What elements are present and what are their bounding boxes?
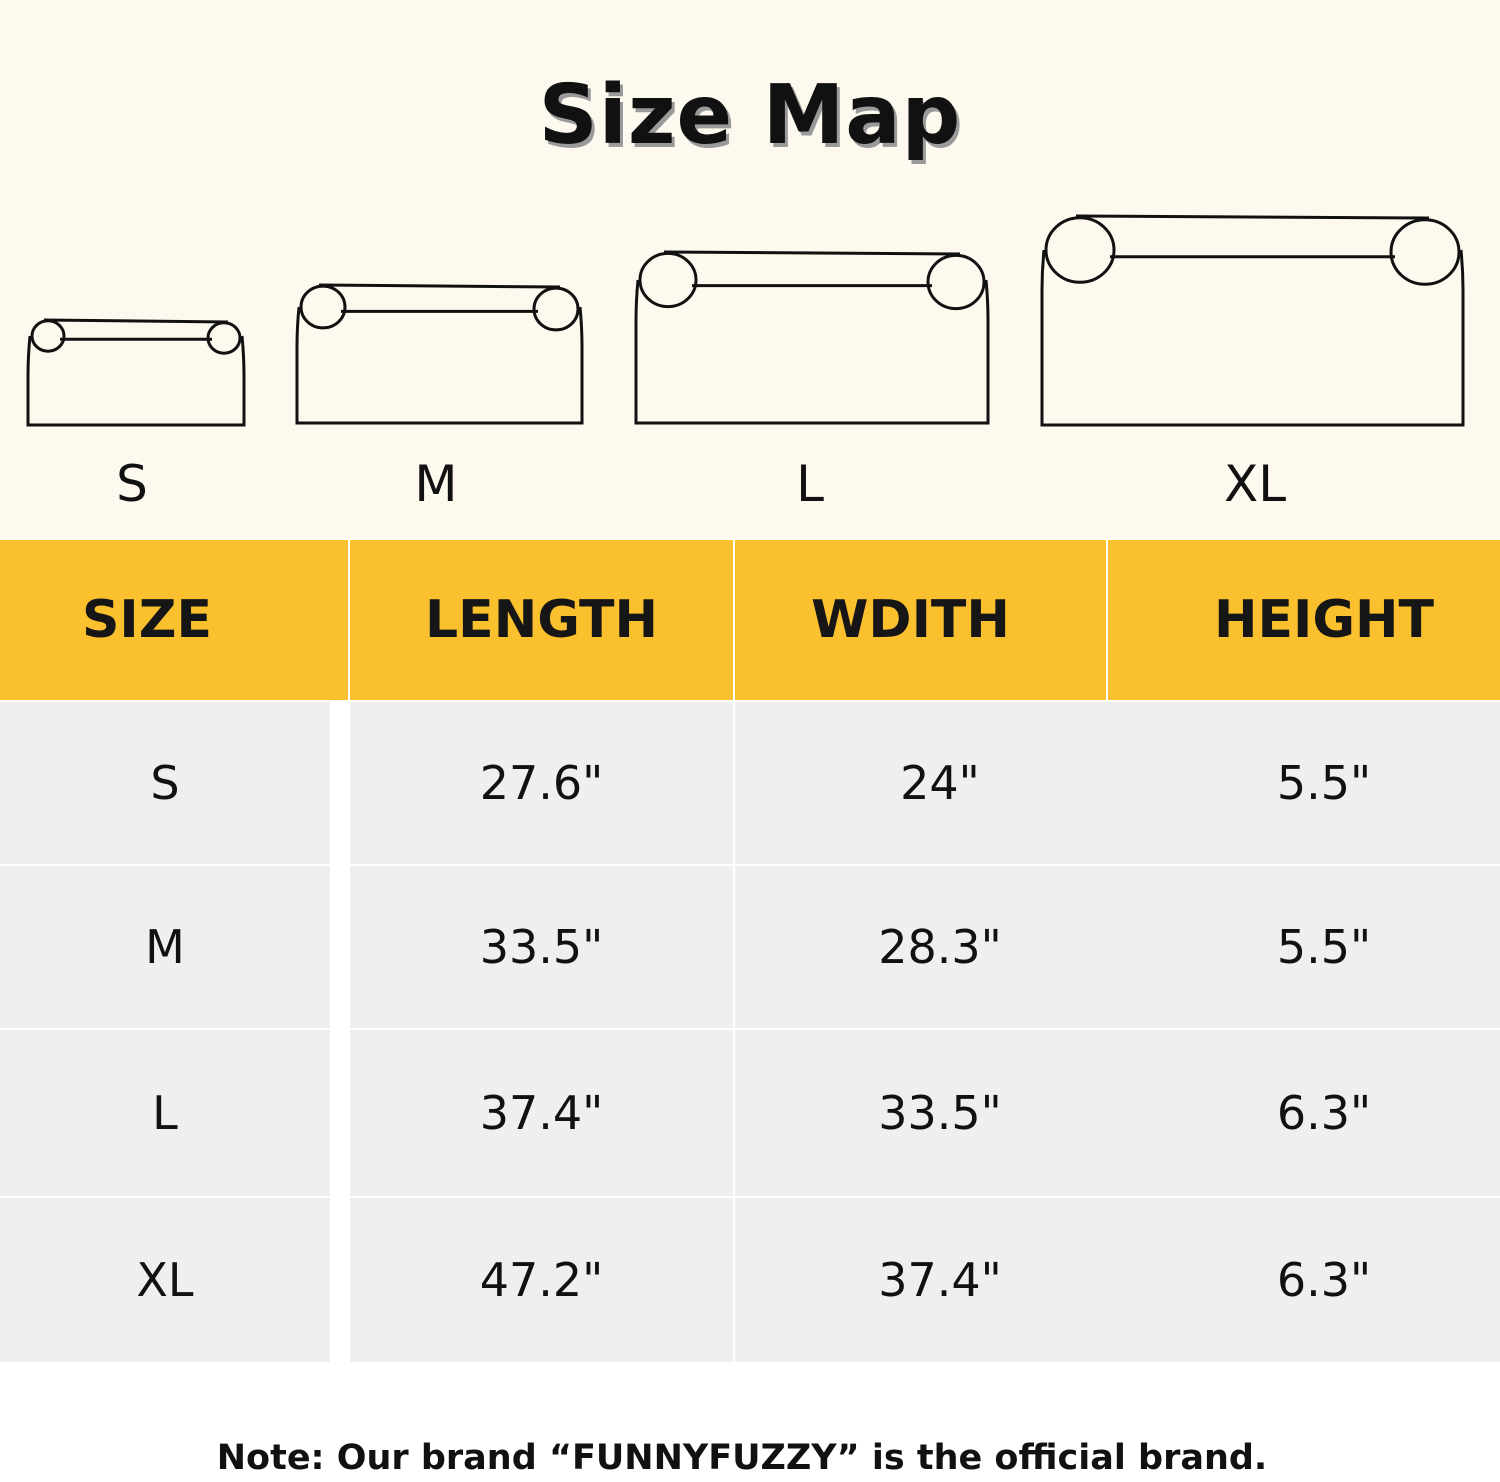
bed-0-body — [26, 335, 246, 427]
bed-2-right-bolster — [926, 253, 986, 311]
header-length: LENGTH — [350, 540, 733, 700]
table-row: S 27.6" 24" 5.5" — [0, 702, 1500, 864]
cell-size: S — [0, 702, 330, 864]
bed-1-rail — [318, 283, 561, 313]
bed-label-s: S — [116, 455, 148, 513]
bed-3-left-bolster — [1044, 216, 1116, 284]
size-map-panel — [0, 0, 1500, 538]
cell-height: 6.3" — [1108, 1198, 1500, 1362]
bed-2-body — [634, 279, 990, 425]
cell-size: M — [0, 866, 330, 1028]
cell-size: L — [0, 1030, 330, 1196]
bed-label-m: M — [414, 455, 458, 513]
header-size: SIZE — [0, 540, 348, 700]
cell-height: 5.5" — [1108, 866, 1500, 1028]
table-row: M 33.5" 28.3" 5.5" — [0, 866, 1500, 1028]
bed-illustrations — [26, 214, 1465, 427]
cell-length: 47.2" — [350, 1198, 733, 1362]
bed-1-body — [295, 306, 584, 425]
cell-size: XL — [0, 1198, 330, 1362]
brand-note: Note: Our brand “FUNNYFUZZY” is the offi… — [216, 1438, 1268, 1478]
header-height: HEIGHT — [1108, 540, 1500, 700]
cell-width: 33.5" — [735, 1030, 1125, 1196]
cell-width: 24" — [735, 702, 1125, 864]
cell-height: 5.5" — [1108, 702, 1500, 864]
cell-length: 33.5" — [350, 866, 733, 1028]
bed-0-rail — [43, 318, 229, 341]
table-row: XL 47.2" 37.4" 6.3" — [0, 1198, 1500, 1362]
bed-3-rail — [1075, 214, 1430, 259]
cell-height: 6.3" — [1108, 1030, 1500, 1196]
bed-2-left-bolster — [638, 251, 698, 309]
bed-0-left-bolster — [30, 319, 66, 353]
bed-label-l: L — [796, 455, 824, 513]
cell-width: 37.4" — [735, 1198, 1125, 1362]
page-title: Size Map — [538, 68, 962, 163]
cell-length: 27.6" — [350, 702, 733, 864]
table-header: SIZE LENGTH WDITH HEIGHT — [0, 540, 1500, 700]
table-row: L 37.4" 33.5" 6.3" — [0, 1030, 1500, 1196]
cell-width: 28.3" — [735, 866, 1125, 1028]
bed-3-body — [1040, 249, 1465, 427]
bed-3-right-bolster — [1389, 218, 1461, 286]
bed-1-right-bolster — [532, 286, 580, 332]
bed-label-xl: XL — [1223, 455, 1287, 513]
bed-2-rail — [663, 250, 961, 288]
cell-length: 37.4" — [350, 1030, 733, 1196]
bed-1-left-bolster — [299, 284, 347, 330]
header-width: WDITH — [735, 540, 1106, 700]
bed-0-right-bolster — [206, 321, 242, 355]
